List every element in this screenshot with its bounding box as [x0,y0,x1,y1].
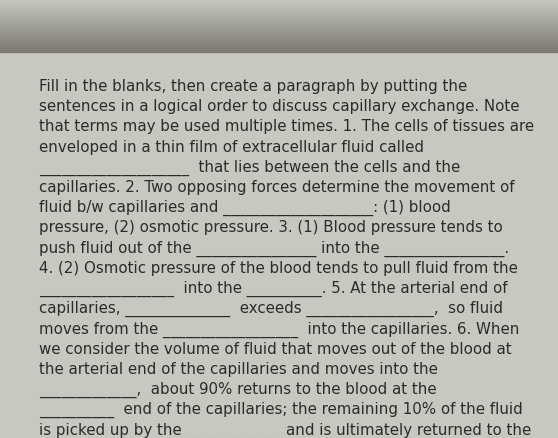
Text: push fluid out of the ________________ into the ________________.: push fluid out of the ________________ i… [39,240,509,256]
Bar [0,44,558,46]
Bar [0,0,558,2]
Bar [0,33,558,35]
Text: we consider the volume of fluid that moves out of the blood at: we consider the volume of fluid that mov… [39,341,512,356]
Bar [0,41,558,43]
Bar [0,35,558,37]
Bar [0,2,558,4]
Bar [0,12,558,14]
Bar [0,34,558,36]
Text: capillaries, ______________  exceeds _________________,  so fluid: capillaries, ______________ exceeds ____… [39,300,503,317]
Bar [0,25,558,27]
Bar [0,0,558,1]
Bar [0,10,558,11]
Bar [0,23,558,25]
Bar [0,40,558,42]
Bar [0,18,558,20]
Bar [0,11,558,13]
Bar [0,7,558,10]
Text: __________________  into the __________. 5. At the arterial end of: __________________ into the __________. … [39,280,508,297]
Bar [0,9,558,11]
Bar [0,5,558,7]
Bar [0,42,558,44]
Text: Fill in the blanks, then create a paragraph by putting the: Fill in the blanks, then create a paragr… [39,79,467,94]
Text: 4. (2) Osmotic pressure of the blood tends to pull fluid from the: 4. (2) Osmotic pressure of the blood ten… [39,260,518,275]
Bar [0,39,558,41]
Text: moves from the __________________  into the capillaries. 6. When: moves from the __________________ into t… [39,321,519,337]
Text: _____________,  about 90% returns to the blood at the: _____________, about 90% returns to the … [39,381,437,397]
Bar [0,30,558,32]
Bar [0,31,558,32]
Bar [0,17,558,19]
Bar [0,1,558,3]
Bar [0,51,558,53]
Bar [0,46,558,47]
Bar [0,21,558,23]
Text: enveloped in a thin film of extracellular fluid called: enveloped in a thin film of extracellula… [39,139,424,154]
Bar [0,4,558,6]
Bar [0,19,558,21]
Text: is picked up by the ____________  and is ultimately returned to the: is picked up by the ____________ and is … [39,421,531,438]
Bar [0,7,558,8]
Bar [0,28,558,31]
Text: that terms may be used multiple times. 1. The cells of tissues are: that terms may be used multiple times. 1… [39,119,534,134]
Bar [0,14,558,16]
Bar [0,49,558,52]
Bar [0,25,558,26]
Text: sentences in a logical order to discuss capillary exchange. Note: sentences in a logical order to discuss … [39,99,519,114]
Text: capillaries. 2. Two opposing forces determine the movement of: capillaries. 2. Two opposing forces dete… [39,180,514,194]
Bar [0,4,558,5]
Bar [0,28,558,29]
Bar [0,43,558,45]
Text: ____________________  that lies between the cells and the: ____________________ that lies between t… [39,159,460,176]
Text: the arterial end of the capillaries and moves into the: the arterial end of the capillaries and … [39,361,438,376]
Bar [0,20,558,22]
Bar [0,37,558,39]
Text: __________  end of the capillaries; the remaining 10% of the fluid: __________ end of the capillaries; the r… [39,401,523,417]
Bar [0,22,558,24]
Bar [0,38,558,40]
Text: pressure, (2) osmotic pressure. 3. (1) Blood pressure tends to: pressure, (2) osmotic pressure. 3. (1) B… [39,220,503,235]
Bar [0,36,558,38]
Bar [0,46,558,48]
Bar [0,16,558,18]
Bar [0,49,558,50]
Bar [0,15,558,17]
Bar [0,32,558,34]
Bar [0,13,558,15]
Bar [0,26,558,28]
Text: fluid b/w capillaries and ____________________: (1) blood: fluid b/w capillaries and ______________… [39,200,451,216]
Bar [0,47,558,49]
